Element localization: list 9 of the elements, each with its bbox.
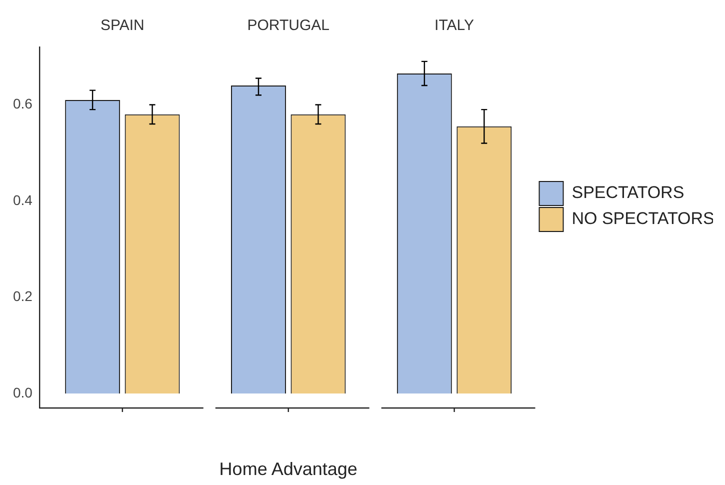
x-tick-label: PORTUGAL [247, 17, 330, 34]
y-tick-label: 0.2 [12, 288, 33, 304]
y-tick-label: 0.0 [12, 384, 33, 400]
y-tick-label: 0.6 [12, 96, 33, 112]
x-axis-title: Home Advantage [219, 458, 358, 479]
x-tick-label: ITALY [434, 17, 474, 34]
legend-label: SPECTATORS [572, 183, 684, 202]
x-tick-label: SPAIN [100, 17, 144, 34]
y-tick-label: 0.4 [12, 192, 33, 208]
